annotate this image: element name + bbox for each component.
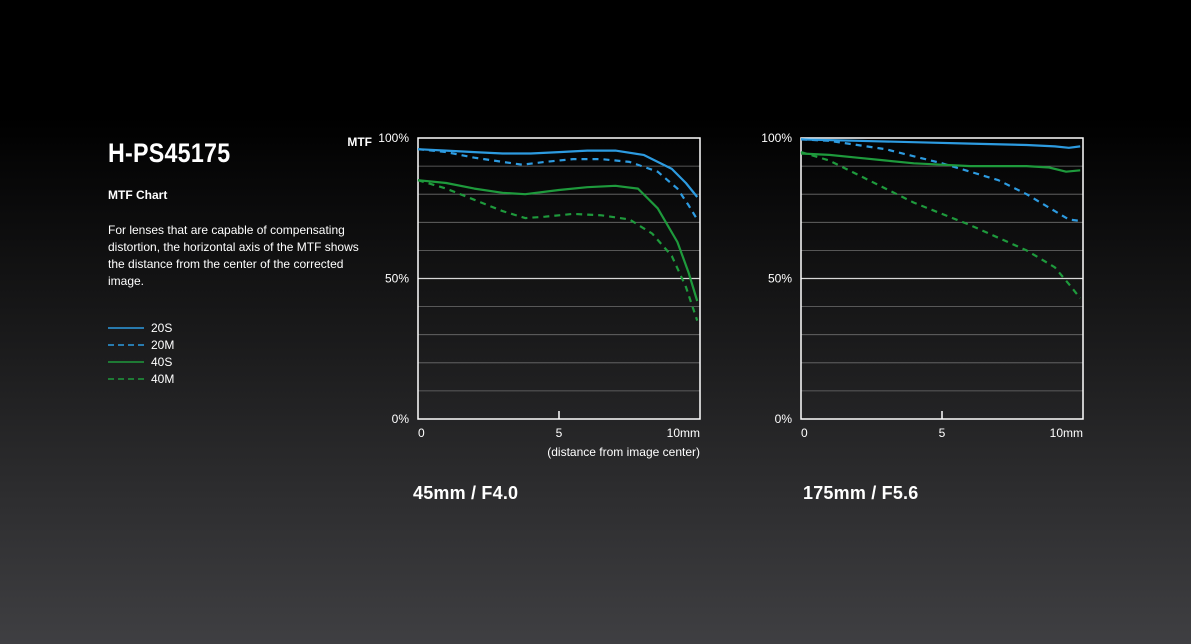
y-tick-label: 0% xyxy=(775,412,793,426)
x-tick-label: 0 xyxy=(801,426,808,440)
legend-item-40s: 40S xyxy=(108,353,174,370)
x-tick-label: 5 xyxy=(556,426,563,440)
product-title: H-PS45175 xyxy=(108,138,231,168)
y-tick-label: 100% xyxy=(378,131,409,145)
legend-swatch-40m xyxy=(108,377,144,380)
series-line-20m xyxy=(417,148,699,221)
mtf-chart-1 xyxy=(800,137,1084,420)
description-text: For lenses that are capable of compensat… xyxy=(108,223,359,288)
legend: 20S 20M 40S 40M xyxy=(108,319,174,387)
legend-label: 40M xyxy=(151,371,175,386)
legend-label: 20S xyxy=(151,320,173,335)
legend-item-40m: 40M xyxy=(108,370,174,387)
mtf-chart-0 xyxy=(417,137,701,420)
x-tick-label: 10mm xyxy=(1050,426,1083,440)
series-line-20s xyxy=(417,148,699,198)
series-line-20s xyxy=(800,138,1081,149)
y-axis-label: MTF xyxy=(347,135,372,149)
legend-item-20m: 20M xyxy=(108,336,174,353)
legend-label: 40S xyxy=(151,354,173,369)
series-line-40m xyxy=(800,151,1082,299)
x-tick-label: 5 xyxy=(939,426,946,440)
series-line-40m xyxy=(417,179,699,321)
chart-caption-45mm: 45mm / F4.0 xyxy=(413,483,519,503)
legend-swatch-20m xyxy=(108,343,144,346)
series-line-40s xyxy=(800,152,1081,173)
y-tick-label: 50% xyxy=(385,272,409,286)
legend-swatch-40s xyxy=(108,360,144,363)
chart-caption-175mm: 175mm / F5.6 xyxy=(803,483,919,503)
y-tick-label: 0% xyxy=(392,412,410,426)
x-tick-label: 10mm xyxy=(667,426,700,440)
legend-item-20s: 20S xyxy=(108,319,174,336)
series-line-20m xyxy=(800,138,1081,222)
series-line-40s xyxy=(417,179,699,302)
legend-label: 20M xyxy=(151,337,175,352)
x-axis-label: (distance from image center) xyxy=(547,445,700,459)
chart-subtitle: MTF Chart xyxy=(108,188,168,202)
y-tick-label: 100% xyxy=(761,131,792,145)
legend-swatch-20s xyxy=(108,326,144,329)
x-tick-label: 0 xyxy=(418,426,425,440)
y-tick-label: 50% xyxy=(768,272,792,286)
